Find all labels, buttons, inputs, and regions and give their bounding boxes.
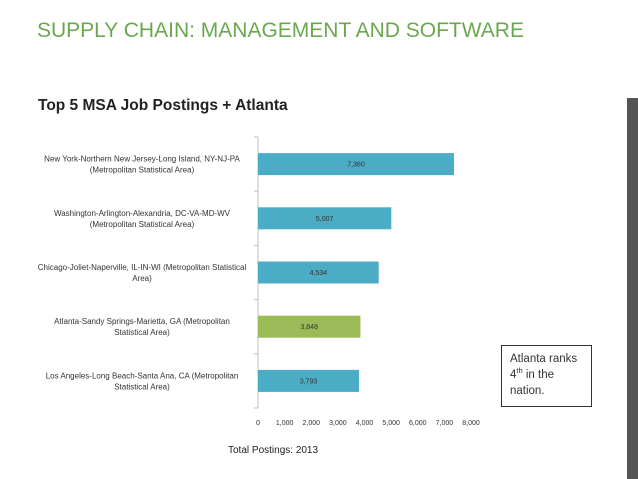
category-label: Los Angeles-Long Beach-Santa Ana, CA (Me…	[46, 371, 239, 380]
x-tick-label: 6,000	[409, 420, 427, 427]
atlanta-rank-callout: Atlanta ranks 4th in the nation.	[501, 345, 592, 407]
x-tick-label: 0	[256, 420, 260, 427]
category-label: Statistical Area)	[114, 382, 170, 391]
bar	[258, 315, 361, 338]
chart-title: Top 5 MSA Job Postings + Atlanta	[38, 97, 288, 114]
category-label: Area)	[132, 274, 152, 283]
callout-line-2: 4th in the	[510, 366, 554, 381]
callout-line-1: Atlanta ranks	[510, 353, 578, 365]
bar	[258, 153, 454, 176]
bar	[258, 369, 359, 392]
side-accent-bar	[627, 98, 638, 479]
bar-value-label: 5,007	[316, 216, 334, 223]
category-label: Chicago-Joliet-Naperville, IL-IN-WI (Met…	[38, 263, 247, 272]
bar-value-label: 3,848	[300, 324, 318, 331]
category-label: (Metropolitan Statistical Area)	[90, 220, 195, 229]
category-label: Atlanta-Sandy Springs-Marietta, GA (Metr…	[54, 317, 230, 326]
callout-line-3: nation.	[510, 385, 545, 397]
bar	[258, 207, 392, 230]
x-tick-label: 1,000	[276, 420, 294, 427]
category-label: Washington-Arlington-Alexandria, DC-VA-M…	[54, 209, 231, 218]
bar	[258, 261, 379, 284]
category-label: (Metropolitan Statistical Area)	[90, 166, 195, 175]
x-tick-label: 4,000	[356, 420, 374, 427]
x-axis-title: Total Postings: 2013	[228, 445, 319, 456]
x-tick-label: 8,000	[462, 420, 480, 427]
x-tick-label: 5,000	[382, 420, 400, 427]
slide-title: SUPPLY CHAIN: MANAGEMENT AND SOFTWARE	[37, 19, 524, 42]
bar-value-label: 3,793	[300, 378, 318, 385]
x-tick-label: 3,000	[329, 420, 347, 427]
category-label: Statistical Area)	[114, 328, 170, 337]
x-tick-label: 7,000	[436, 420, 454, 427]
category-label: New York-Northern New Jersey-Long Island…	[44, 155, 240, 164]
x-tick-label: 2,000	[302, 420, 320, 427]
bar-value-label: 7,360	[347, 162, 365, 169]
bar-value-label: 4,534	[310, 270, 328, 277]
